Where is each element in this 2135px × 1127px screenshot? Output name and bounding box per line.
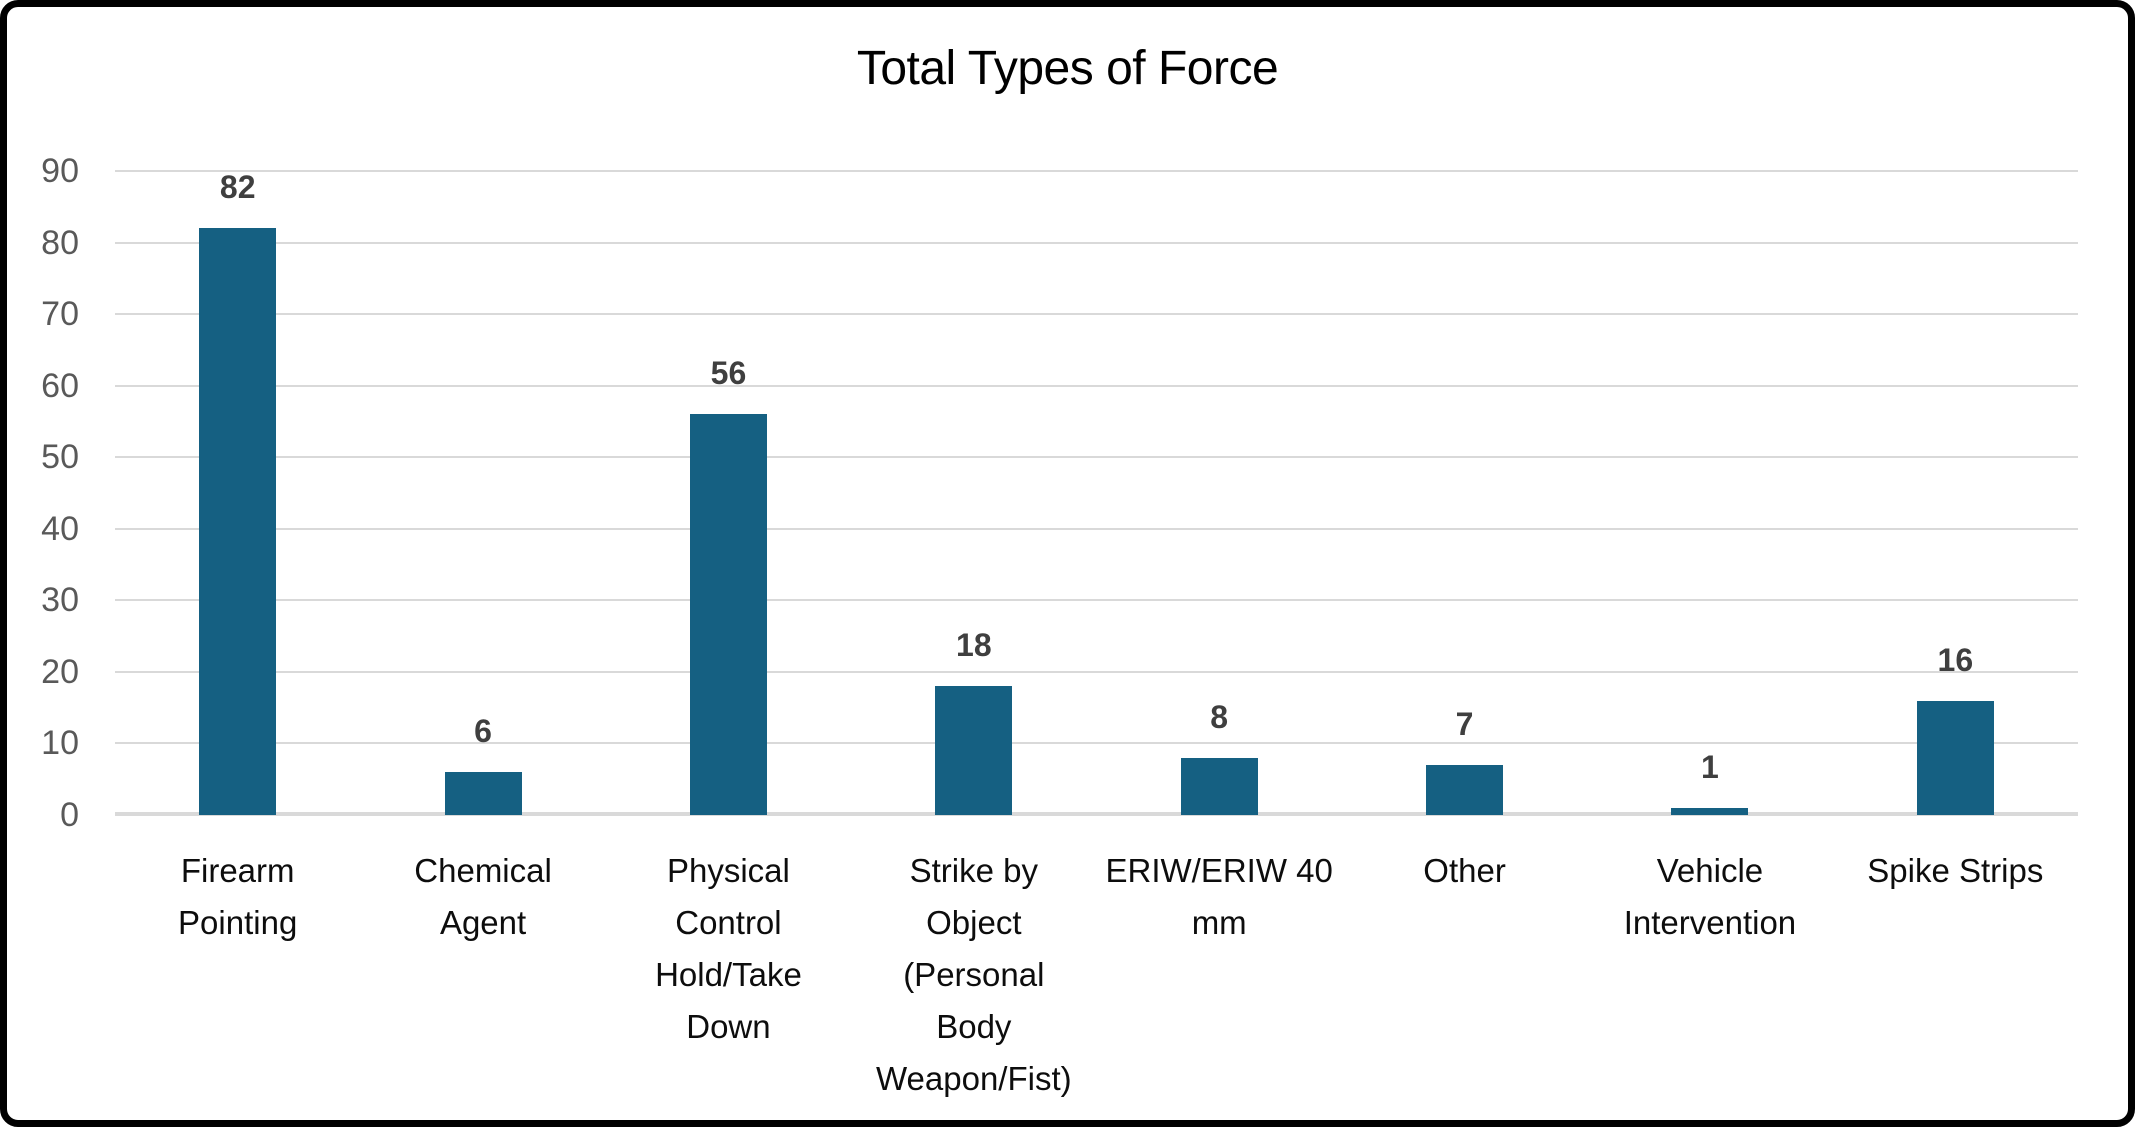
- bar-value-label: 7: [1455, 705, 1474, 742]
- bar-value-label: 82: [219, 169, 256, 206]
- category-label: ERIW/ERIW 40 mm: [1097, 845, 1342, 1105]
- category-label: Strike by Object (Personal Body Weapon/Fist): [851, 845, 1096, 1105]
- bar-4: [935, 686, 1013, 815]
- chart-title: Total Types of Force: [856, 42, 1279, 95]
- gridline: [115, 241, 2078, 244]
- category-label-line: Intervention: [1623, 904, 1797, 941]
- gridline: [115, 170, 2078, 172]
- y-tick-label: 10: [41, 724, 79, 763]
- y-tick-label: 60: [41, 366, 79, 405]
- y-tick-label: 20: [41, 652, 79, 691]
- bar-value-label: 18: [956, 627, 992, 664]
- bar-value-label: 1: [1701, 748, 1719, 785]
- bar-5: [1180, 757, 1258, 815]
- bar-2: [444, 772, 522, 815]
- bar-value-label: 8: [1210, 698, 1229, 735]
- category-label-line: Agent: [439, 904, 527, 941]
- category-label-line: (Personal: [903, 956, 1045, 993]
- category-label: Chemical Agent: [360, 845, 605, 1105]
- category-label: Spike Strips: [1833, 845, 2078, 1105]
- y-tick-label: 0: [60, 796, 79, 834]
- category-label-line: Control: [675, 904, 782, 941]
- category-label-line: mm: [1191, 904, 1247, 941]
- category-label: Other: [1342, 845, 1587, 1105]
- category-label-line: Strike by: [909, 852, 1038, 889]
- gridline: [115, 456, 2078, 459]
- category-label-line: Body: [936, 1008, 1012, 1045]
- category-label-line: Pointing: [178, 904, 298, 941]
- gridline: [115, 527, 2078, 530]
- bar-value-label: 16: [1937, 641, 1974, 678]
- gridline: [115, 670, 2078, 673]
- gridline: [115, 384, 2078, 387]
- y-tick-label: 70: [41, 295, 79, 334]
- y-tick-label: 80: [41, 223, 79, 262]
- category-label-line: Firearm: [180, 852, 295, 889]
- category-label-line: Hold/Take: [655, 956, 802, 993]
- y-tick-label: 50: [41, 438, 79, 477]
- bar-value-label: 56: [710, 355, 747, 392]
- x-axis-line: [115, 812, 2078, 816]
- category-label-line: Other: [1423, 852, 1506, 889]
- x-axis-category-labels: Firearm Pointing Chemical Agent Physical Cont…: [115, 845, 2078, 1105]
- bar-7: [1671, 807, 1749, 815]
- category-label-line: Chemical: [414, 852, 552, 889]
- category-label-line: Object: [926, 904, 1022, 941]
- category-label-line: Down: [686, 1008, 771, 1045]
- category-label: Vehicle Intervention: [1587, 845, 1832, 1105]
- category-label-line: ERIW/ERIW 40: [1105, 852, 1333, 889]
- category-label-line: Weapon/Fist): [875, 1060, 1072, 1097]
- category-label-line: Spike Strips: [1867, 852, 2044, 889]
- bar-3: [689, 414, 767, 815]
- gridline: [115, 599, 2078, 602]
- bar-1: [199, 228, 277, 815]
- y-tick-label: 30: [41, 581, 79, 620]
- category-label-line: Vehicle: [1656, 852, 1764, 889]
- bar-8: [1916, 700, 1994, 815]
- bar-6: [1426, 764, 1504, 815]
- y-axis: 0 10 20 30 40 50 60 70 80 90: [7, 152, 79, 834]
- y-tick-label: 40: [41, 509, 79, 548]
- bar-value-label: 6: [474, 713, 492, 750]
- category-label-line: Physical: [666, 852, 790, 889]
- gridline: [115, 742, 2078, 745]
- gridline: [115, 313, 2078, 316]
- plot-area: 82 6 56 18 8 7 1 16: [115, 169, 2078, 816]
- y-tick-label: 90: [41, 152, 79, 190]
- category-label: Firearm Pointing: [115, 845, 360, 1105]
- category-label: Physical Control Hold/Take Down: [606, 845, 851, 1105]
